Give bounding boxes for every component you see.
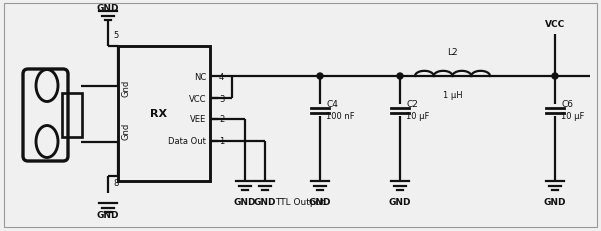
Text: NC: NC	[194, 72, 206, 81]
Circle shape	[552, 74, 558, 80]
Circle shape	[317, 74, 323, 80]
Text: 1: 1	[219, 137, 224, 146]
Text: 2: 2	[219, 115, 224, 124]
Text: L2: L2	[447, 48, 458, 57]
Text: 8: 8	[113, 179, 118, 188]
Text: GND: GND	[97, 4, 119, 13]
Text: Gnd: Gnd	[121, 122, 130, 139]
Text: C4: C4	[326, 100, 338, 109]
Bar	[118, 47, 210, 181]
Text: 3: 3	[219, 94, 224, 103]
Text: RX: RX	[150, 109, 168, 119]
Text: 10 μF: 10 μF	[561, 112, 584, 121]
Text: GND: GND	[97, 210, 119, 219]
Text: 5: 5	[113, 30, 118, 39]
Text: VCC: VCC	[545, 20, 565, 29]
Text: VEE: VEE	[190, 115, 206, 124]
Text: C6: C6	[561, 100, 573, 109]
Text: 4: 4	[219, 72, 224, 81]
Text: GND: GND	[544, 197, 566, 206]
Circle shape	[397, 74, 403, 80]
Text: TTL Output: TTL Output	[275, 197, 325, 206]
Text: GND: GND	[254, 197, 276, 206]
Text: Gnd: Gnd	[121, 79, 130, 96]
Text: 100 nF: 100 nF	[326, 112, 355, 121]
Text: GND: GND	[234, 197, 256, 206]
Text: GND: GND	[309, 197, 331, 206]
Text: C2: C2	[406, 100, 418, 109]
Text: 10 μF: 10 μF	[406, 112, 429, 121]
Text: VCC: VCC	[189, 94, 206, 103]
Text: GND: GND	[389, 197, 411, 206]
Text: 1 μH: 1 μH	[443, 91, 462, 100]
Text: Data Out: Data Out	[168, 137, 206, 146]
